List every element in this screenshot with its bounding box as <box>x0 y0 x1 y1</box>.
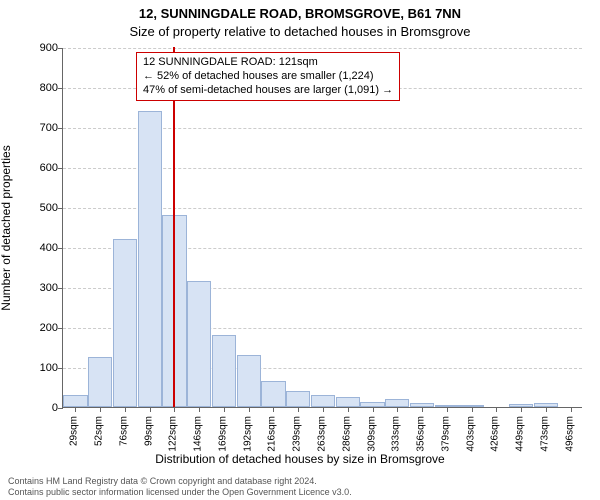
x-tick-label: 333sqm <box>391 416 402 452</box>
x-tick-label: 76sqm <box>118 416 129 446</box>
x-tick-mark <box>546 407 547 412</box>
x-tick-label: 473sqm <box>539 416 550 452</box>
chart-plot-area <box>62 48 582 408</box>
y-tick-label: 0 <box>18 402 58 414</box>
histogram-bar <box>63 395 87 407</box>
y-tick-label: 900 <box>18 42 58 54</box>
histogram-bar <box>138 111 162 407</box>
x-tick-label: 146sqm <box>193 416 204 452</box>
y-tick-mark <box>58 88 63 89</box>
x-tick-mark <box>447 407 448 412</box>
x-tick-mark <box>273 407 274 412</box>
x-tick-label: 169sqm <box>217 416 228 452</box>
y-tick-mark <box>58 128 63 129</box>
x-tick-label: 52sqm <box>94 416 105 446</box>
y-tick-mark <box>58 288 63 289</box>
x-tick-label: 379sqm <box>440 416 451 452</box>
x-tick-label: 356sqm <box>416 416 427 452</box>
x-tick-mark <box>174 407 175 412</box>
y-tick-label: 200 <box>18 322 58 334</box>
y-axis-label: Number of detached properties <box>0 145 13 310</box>
annotation-line-1: 12 SUNNINGDALE ROAD: 121sqm <box>143 56 393 70</box>
y-tick-label: 400 <box>18 242 58 254</box>
footer-line-2: Contains public sector information licen… <box>8 487 352 498</box>
annotation-line-2: ← 52% of detached houses are smaller (1,… <box>143 70 393 84</box>
y-tick-label: 800 <box>18 82 58 94</box>
histogram-bar <box>336 397 360 407</box>
x-tick-label: 496sqm <box>564 416 575 452</box>
x-tick-mark <box>249 407 250 412</box>
x-tick-mark <box>100 407 101 412</box>
x-tick-label: 449sqm <box>515 416 526 452</box>
x-tick-label: 263sqm <box>317 416 328 452</box>
histogram-bar <box>187 281 211 407</box>
histogram-bar <box>261 381 285 407</box>
histogram-bar <box>311 395 335 407</box>
page-title: 12, SUNNINGDALE ROAD, BROMSGROVE, B61 7N… <box>0 6 600 21</box>
x-tick-label: 192sqm <box>242 416 253 452</box>
x-tick-label: 286sqm <box>341 416 352 452</box>
page-subtitle: Size of property relative to detached ho… <box>0 24 600 39</box>
x-tick-mark <box>472 407 473 412</box>
histogram-bar <box>88 357 112 407</box>
y-tick-mark <box>58 208 63 209</box>
y-tick-mark <box>58 408 63 409</box>
histogram-bar <box>385 399 409 407</box>
page-root: 12, SUNNINGDALE ROAD, BROMSGROVE, B61 7N… <box>0 0 600 500</box>
x-tick-label: 29sqm <box>69 416 80 446</box>
y-tick-label: 100 <box>18 362 58 374</box>
x-tick-label: 403sqm <box>465 416 476 452</box>
x-tick-mark <box>150 407 151 412</box>
x-tick-mark <box>224 407 225 412</box>
histogram-bar <box>237 355 261 407</box>
y-tick-label: 500 <box>18 202 58 214</box>
x-tick-mark <box>422 407 423 412</box>
x-tick-mark <box>323 407 324 412</box>
annotation-box: 12 SUNNINGDALE ROAD: 121sqm ← 52% of det… <box>136 52 400 101</box>
y-tick-label: 300 <box>18 282 58 294</box>
annotation-line-3: 47% of semi-detached houses are larger (… <box>143 84 393 98</box>
footer-line-1: Contains HM Land Registry data © Crown c… <box>8 476 352 487</box>
x-tick-mark <box>496 407 497 412</box>
histogram-bar <box>212 335 236 407</box>
x-tick-mark <box>298 407 299 412</box>
x-tick-mark <box>199 407 200 412</box>
x-tick-label: 426sqm <box>490 416 501 452</box>
y-tick-mark <box>58 328 63 329</box>
x-tick-label: 309sqm <box>366 416 377 452</box>
y-tick-mark <box>58 48 63 49</box>
histogram-bar <box>286 391 310 407</box>
x-tick-label: 122sqm <box>168 416 179 452</box>
gridline <box>63 48 582 49</box>
x-tick-label: 239sqm <box>292 416 303 452</box>
x-tick-mark <box>521 407 522 412</box>
x-tick-mark <box>348 407 349 412</box>
x-tick-mark <box>571 407 572 412</box>
y-tick-label: 600 <box>18 162 58 174</box>
x-tick-label: 99sqm <box>143 416 154 446</box>
y-tick-mark <box>58 368 63 369</box>
x-tick-mark <box>373 407 374 412</box>
y-tick-label: 700 <box>18 122 58 134</box>
x-tick-mark <box>397 407 398 412</box>
x-axis-label: Distribution of detached houses by size … <box>0 452 600 466</box>
histogram-bar <box>113 239 137 407</box>
y-tick-mark <box>58 168 63 169</box>
x-tick-mark <box>125 407 126 412</box>
y-tick-mark <box>58 248 63 249</box>
footer-attribution: Contains HM Land Registry data © Crown c… <box>8 476 352 498</box>
x-tick-mark <box>75 407 76 412</box>
x-tick-label: 216sqm <box>267 416 278 452</box>
